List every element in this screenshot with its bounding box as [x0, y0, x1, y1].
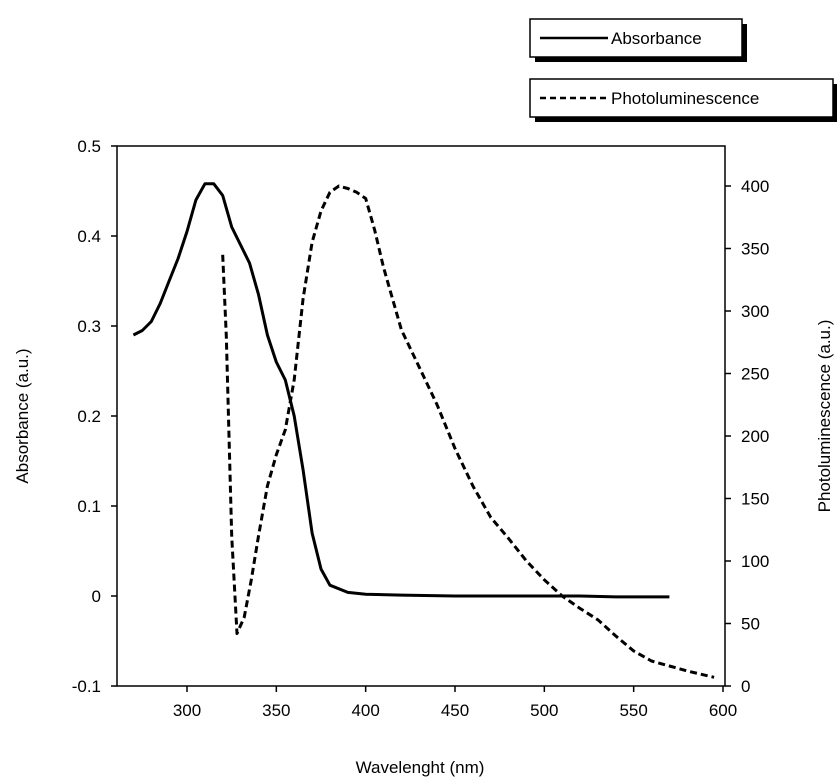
right-y-tick-label: 250: [741, 365, 769, 384]
right-y-tick-label: 150: [741, 490, 769, 509]
left-y-tick-label: 0.4: [77, 227, 101, 246]
series-layer: [132, 182, 715, 679]
x-tick-label: 600: [709, 701, 737, 720]
right-y-tick-label: 0: [741, 677, 750, 696]
right-y-tick-label: 400: [741, 177, 769, 196]
plot-area-frame: [116, 145, 726, 687]
x-tick-label: 300: [173, 701, 201, 720]
right-y-tick-label: 50: [741, 615, 760, 634]
right-y-tick-label: 300: [741, 302, 769, 321]
x-axis-label: Wavelenght (nm): [356, 758, 485, 777]
x-tick-label: 350: [262, 701, 290, 720]
left-y-axis-label: Absorbance (a.u.): [13, 348, 32, 483]
x-axis-ticks: 300 350 400 450 500 550 600: [173, 686, 737, 720]
series-line-photoluminescence: [221, 184, 715, 679]
left-y-tick-label: -0.1: [72, 677, 101, 696]
legend-box: [529, 78, 834, 118]
left-y-tick-label: 0.5: [77, 137, 101, 156]
legend-entry-photoluminescence: Photoluminescence: [529, 78, 837, 122]
left-y-tick-label: 0: [92, 587, 101, 606]
right-y-tick-label: 200: [741, 427, 769, 446]
right-y-axis-ticks: 0 50 100 150 200 250 300 350 400: [725, 177, 769, 696]
right-y-tick-label: 100: [741, 552, 769, 571]
legend-entry-absorbance: Absorbance: [529, 18, 747, 62]
legend-label-photoluminescence: Photoluminescence: [611, 89, 759, 108]
x-tick-label: 400: [351, 701, 379, 720]
x-tick-label: 550: [619, 701, 647, 720]
legend-label-absorbance: Absorbance: [611, 29, 702, 48]
left-y-axis-ticks: -0.1 0 0.1 0.2 0.3 0.4 0.5: [72, 137, 117, 696]
right-y-tick-label: 350: [741, 240, 769, 259]
left-y-tick-label: 0.3: [77, 317, 101, 336]
left-y-tick-label: 0.1: [77, 497, 101, 516]
x-tick-label: 500: [530, 701, 558, 720]
right-y-axis-label: Photoluminescence (a.u.): [815, 320, 834, 513]
x-tick-label: 450: [441, 701, 469, 720]
left-y-tick-label: 0.2: [77, 407, 101, 426]
series-line-absorbance: [132, 182, 670, 599]
